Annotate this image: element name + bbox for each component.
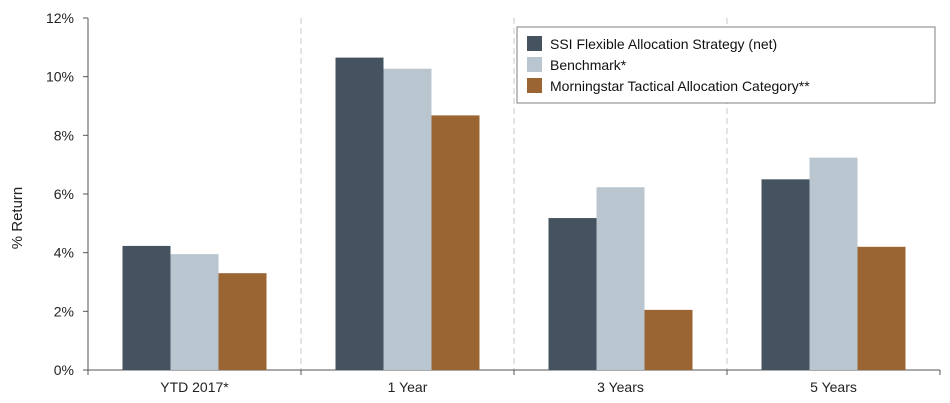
x-tick-label: YTD 2017* bbox=[160, 379, 229, 395]
x-tick-label: 5 Years bbox=[810, 379, 857, 395]
bar-morningstar-category bbox=[218, 273, 267, 370]
legend-box bbox=[516, 26, 936, 104]
y-tick-label: 10% bbox=[46, 69, 74, 85]
y-axis-title: % Return bbox=[9, 187, 26, 250]
bar-benchmark bbox=[170, 254, 219, 370]
legend-swatch bbox=[527, 78, 542, 93]
bar-ssi-strategy bbox=[335, 57, 384, 370]
x-tick-label: 3 Years bbox=[597, 379, 644, 395]
y-tick-label: 8% bbox=[54, 127, 74, 143]
bar-morningstar-category bbox=[644, 309, 693, 370]
legend-swatch bbox=[527, 57, 542, 72]
bar-benchmark bbox=[596, 187, 645, 370]
bar-morningstar-category bbox=[857, 246, 906, 370]
labels-layer: 0% 2% 4% 6% 8% 10% 12% YTD 2017* 1 Year 3 Years 5 … bbox=[46, 10, 857, 395]
x-tick-label: 1 Year bbox=[388, 379, 428, 395]
y-tick-label: 4% bbox=[54, 245, 74, 261]
bar-benchmark bbox=[383, 68, 432, 370]
bar-morningstar-category bbox=[431, 115, 480, 371]
y-tick-label: 2% bbox=[54, 303, 74, 319]
y-tick-label: 12% bbox=[46, 10, 74, 26]
bar-ssi-strategy bbox=[548, 218, 597, 370]
bars-layer bbox=[122, 57, 906, 371]
legend-label: Morningstar Tactical Allocation Category… bbox=[550, 78, 810, 94]
bar-benchmark bbox=[809, 157, 858, 370]
grid-layer bbox=[300, 18, 728, 370]
legend: SSI Flexible Allocation Strategy (net) Be… bbox=[516, 26, 936, 104]
legend-label: SSI Flexible Allocation Strategy (net) bbox=[550, 36, 777, 52]
bar-ssi-strategy bbox=[122, 245, 171, 370]
bar-ssi-strategy bbox=[761, 179, 810, 370]
legend-label: Benchmark* bbox=[550, 57, 627, 73]
legend-swatch bbox=[527, 36, 542, 51]
y-tick-label: 0% bbox=[54, 362, 74, 378]
y-tick-label: 6% bbox=[54, 186, 74, 202]
